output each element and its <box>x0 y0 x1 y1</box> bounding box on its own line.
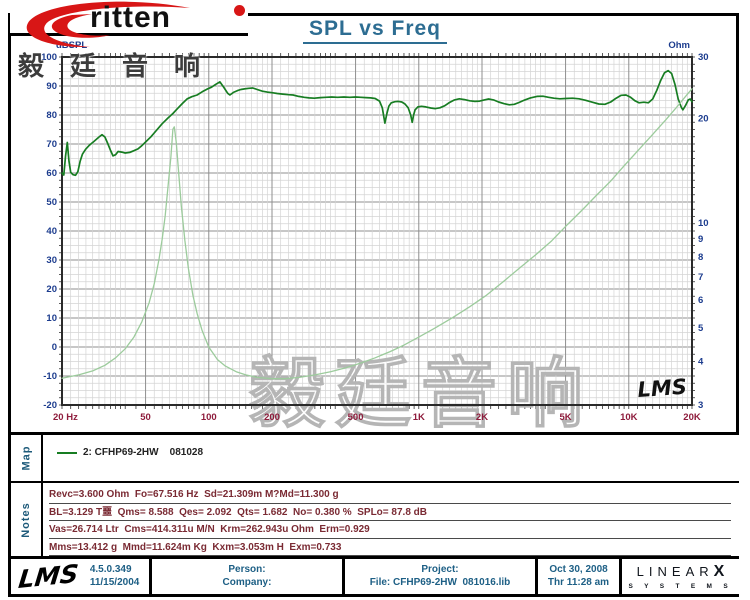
svg-text:30: 30 <box>46 255 57 266</box>
svg-text:2K: 2K <box>476 412 488 423</box>
svg-text:4: 4 <box>698 357 704 368</box>
linearx-brand-cell: LINEARX S Y S T E M S <box>622 559 739 594</box>
footer-lms-cell: LMS 4.5.0.349 11/15/2004 <box>11 559 152 594</box>
svg-text:-20: -20 <box>43 400 57 411</box>
lms-logo: LMS <box>16 558 80 594</box>
notes-section: Notes Revc=3.600 Ohm Fo=67.516 Hz Sd=21.… <box>11 483 739 556</box>
linearx-logo: LINEARX <box>636 562 725 580</box>
svg-text:Ohm: Ohm <box>668 40 690 51</box>
report-time: Thr 11:28 am <box>547 576 610 588</box>
svg-text:10: 10 <box>46 313 57 324</box>
svg-text:20: 20 <box>698 113 709 124</box>
notes-label-box: Notes <box>11 483 43 556</box>
chart-title: SPL vs Freq <box>303 17 447 44</box>
svg-text:80: 80 <box>46 110 57 121</box>
svg-text:500: 500 <box>348 412 364 423</box>
map-label-box: Map <box>11 435 43 481</box>
brand-cjk-stamp: 毅廷音响 <box>18 51 227 81</box>
brand-swoosh-icon <box>26 1 191 48</box>
svg-text:200: 200 <box>264 412 280 423</box>
svg-text:-10: -10 <box>43 371 57 382</box>
svg-text:90: 90 <box>46 81 57 92</box>
svg-text:5: 5 <box>698 323 704 334</box>
svg-text:20K: 20K <box>683 412 701 423</box>
svg-text:3: 3 <box>698 400 703 411</box>
notes-line-1: Revc=3.600 Ohm Fo=67.516 Hz Sd=21.309m M… <box>49 487 731 504</box>
project-label: Project: <box>421 564 459 575</box>
svg-text:50: 50 <box>140 412 151 423</box>
svg-text:1K: 1K <box>413 412 425 423</box>
svg-text:20: 20 <box>46 284 57 295</box>
map-label: Map <box>20 445 32 471</box>
page-title: SPL vs Freq <box>0 17 750 44</box>
svg-text:100: 100 <box>41 52 57 63</box>
svg-text:0: 0 <box>52 342 57 353</box>
spl-vs-freq-chart: 毅廷音响1009080706050403020100-10-2030201098… <box>41 40 709 432</box>
brand-logo-stamp: ritten <box>10 0 248 48</box>
svg-text:40: 40 <box>46 226 57 237</box>
report-date: Oct 30, 2008 <box>549 564 608 575</box>
lms-version: 4.5.0.349 <box>89 564 132 575</box>
legend: 2: CFHP69-2HW 081028 <box>43 435 739 481</box>
file-label: File: CFHP69-2HW 081016.lib <box>369 576 511 588</box>
person-label: Person: <box>228 564 266 575</box>
notes-line-4: Mms=13.412 g Mmd=11.624m Kg Kxm=3.053m H… <box>49 540 731 556</box>
map-section: Map 2: CFHP69-2HW 081028 <box>11 432 739 483</box>
svg-text:5K: 5K <box>559 412 571 423</box>
footer-person-cell: Person: Company: <box>152 559 345 594</box>
svg-text:30: 30 <box>698 52 709 63</box>
svg-text:20 Hz: 20 Hz <box>53 412 78 423</box>
notes-line-3: Vas=26.714 Ltr Cms=414.311u M/N Krm=262.… <box>49 522 731 539</box>
linearx-systems-label: S Y S T E M S <box>628 582 733 590</box>
svg-text:10K: 10K <box>620 412 638 423</box>
notes-label: Notes <box>20 501 32 538</box>
svg-text:毅廷音响: 毅廷音响 <box>249 352 593 432</box>
brand-logo-dot-icon <box>234 5 245 16</box>
company-label: Company: <box>222 576 272 588</box>
footer-date-cell: Oct 30, 2008 Thr 11:28 am <box>538 559 622 594</box>
svg-text:50: 50 <box>46 197 57 208</box>
svg-text:9: 9 <box>698 234 703 245</box>
svg-text:10: 10 <box>698 218 709 229</box>
notes-line-2: BL=3.129 T噩 Qms= 8.588 Qes= 2.092 Qts= 1… <box>49 505 731 521</box>
footer-bar: LMS 4.5.0.349 11/15/2004 Person: Company… <box>11 556 739 594</box>
lms-version-date: 11/15/2004 <box>89 576 140 588</box>
outer-frame <box>8 13 739 597</box>
legend-entry: 2: CFHP69-2HW 081028 <box>83 447 204 458</box>
svg-text:LMS: LMS <box>637 375 688 402</box>
svg-text:70: 70 <box>46 139 57 150</box>
footer-project-cell: Project: File: CFHP69-2HW 081016.lib <box>345 559 538 594</box>
svg-text:6: 6 <box>698 295 703 306</box>
brand-logo-text: ritten <box>90 1 171 34</box>
svg-text:7: 7 <box>698 272 703 283</box>
svg-text:60: 60 <box>46 168 57 179</box>
notes-content: Revc=3.600 Ohm Fo=67.516 Hz Sd=21.309m M… <box>43 483 739 556</box>
svg-text:100: 100 <box>201 412 217 423</box>
svg-text:8: 8 <box>698 252 703 263</box>
legend-line-swatch <box>57 452 77 454</box>
